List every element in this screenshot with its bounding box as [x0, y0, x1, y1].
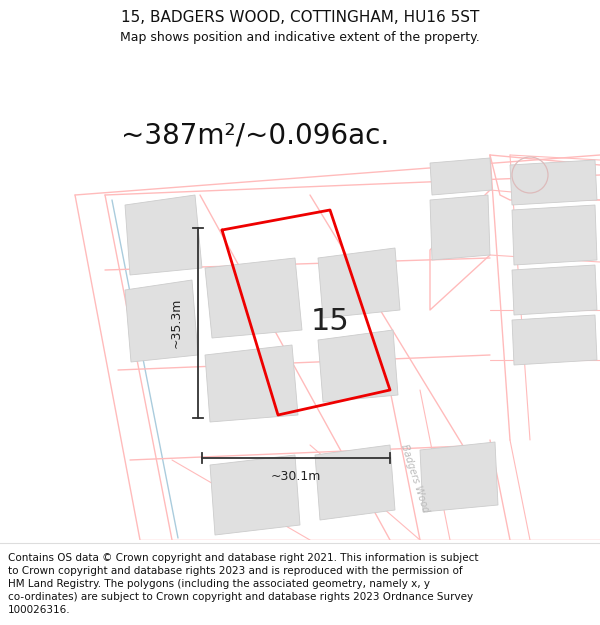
Polygon shape — [125, 195, 202, 275]
Text: Map shows position and indicative extent of the property.: Map shows position and indicative extent… — [120, 31, 480, 44]
Polygon shape — [430, 195, 490, 260]
Polygon shape — [125, 280, 198, 362]
Polygon shape — [205, 345, 298, 422]
Polygon shape — [318, 248, 400, 318]
Polygon shape — [512, 265, 597, 315]
Polygon shape — [318, 330, 398, 402]
Polygon shape — [315, 445, 395, 520]
Text: to Crown copyright and database rights 2023 and is reproduced with the permissio: to Crown copyright and database rights 2… — [8, 566, 463, 576]
Text: Contains OS data © Crown copyright and database right 2021. This information is : Contains OS data © Crown copyright and d… — [8, 553, 479, 563]
Polygon shape — [430, 158, 492, 195]
Text: HM Land Registry. The polygons (including the associated geometry, namely x, y: HM Land Registry. The polygons (includin… — [8, 579, 430, 589]
Text: ~387m²/~0.096ac.: ~387m²/~0.096ac. — [121, 121, 389, 149]
Text: Badgers Wood: Badgers Wood — [399, 442, 431, 514]
Polygon shape — [510, 160, 597, 205]
Polygon shape — [420, 442, 498, 512]
Polygon shape — [512, 315, 597, 365]
Text: 100026316.: 100026316. — [8, 605, 71, 615]
Text: co-ordinates) are subject to Crown copyright and database rights 2023 Ordnance S: co-ordinates) are subject to Crown copyr… — [8, 592, 473, 602]
Polygon shape — [205, 258, 302, 338]
Text: ~30.1m: ~30.1m — [271, 469, 321, 482]
Polygon shape — [210, 455, 300, 535]
Text: 15: 15 — [311, 307, 349, 336]
Text: 15, BADGERS WOOD, COTTINGHAM, HU16 5ST: 15, BADGERS WOOD, COTTINGHAM, HU16 5ST — [121, 11, 479, 26]
Text: ~35.3m: ~35.3m — [170, 298, 182, 348]
Polygon shape — [512, 205, 597, 265]
